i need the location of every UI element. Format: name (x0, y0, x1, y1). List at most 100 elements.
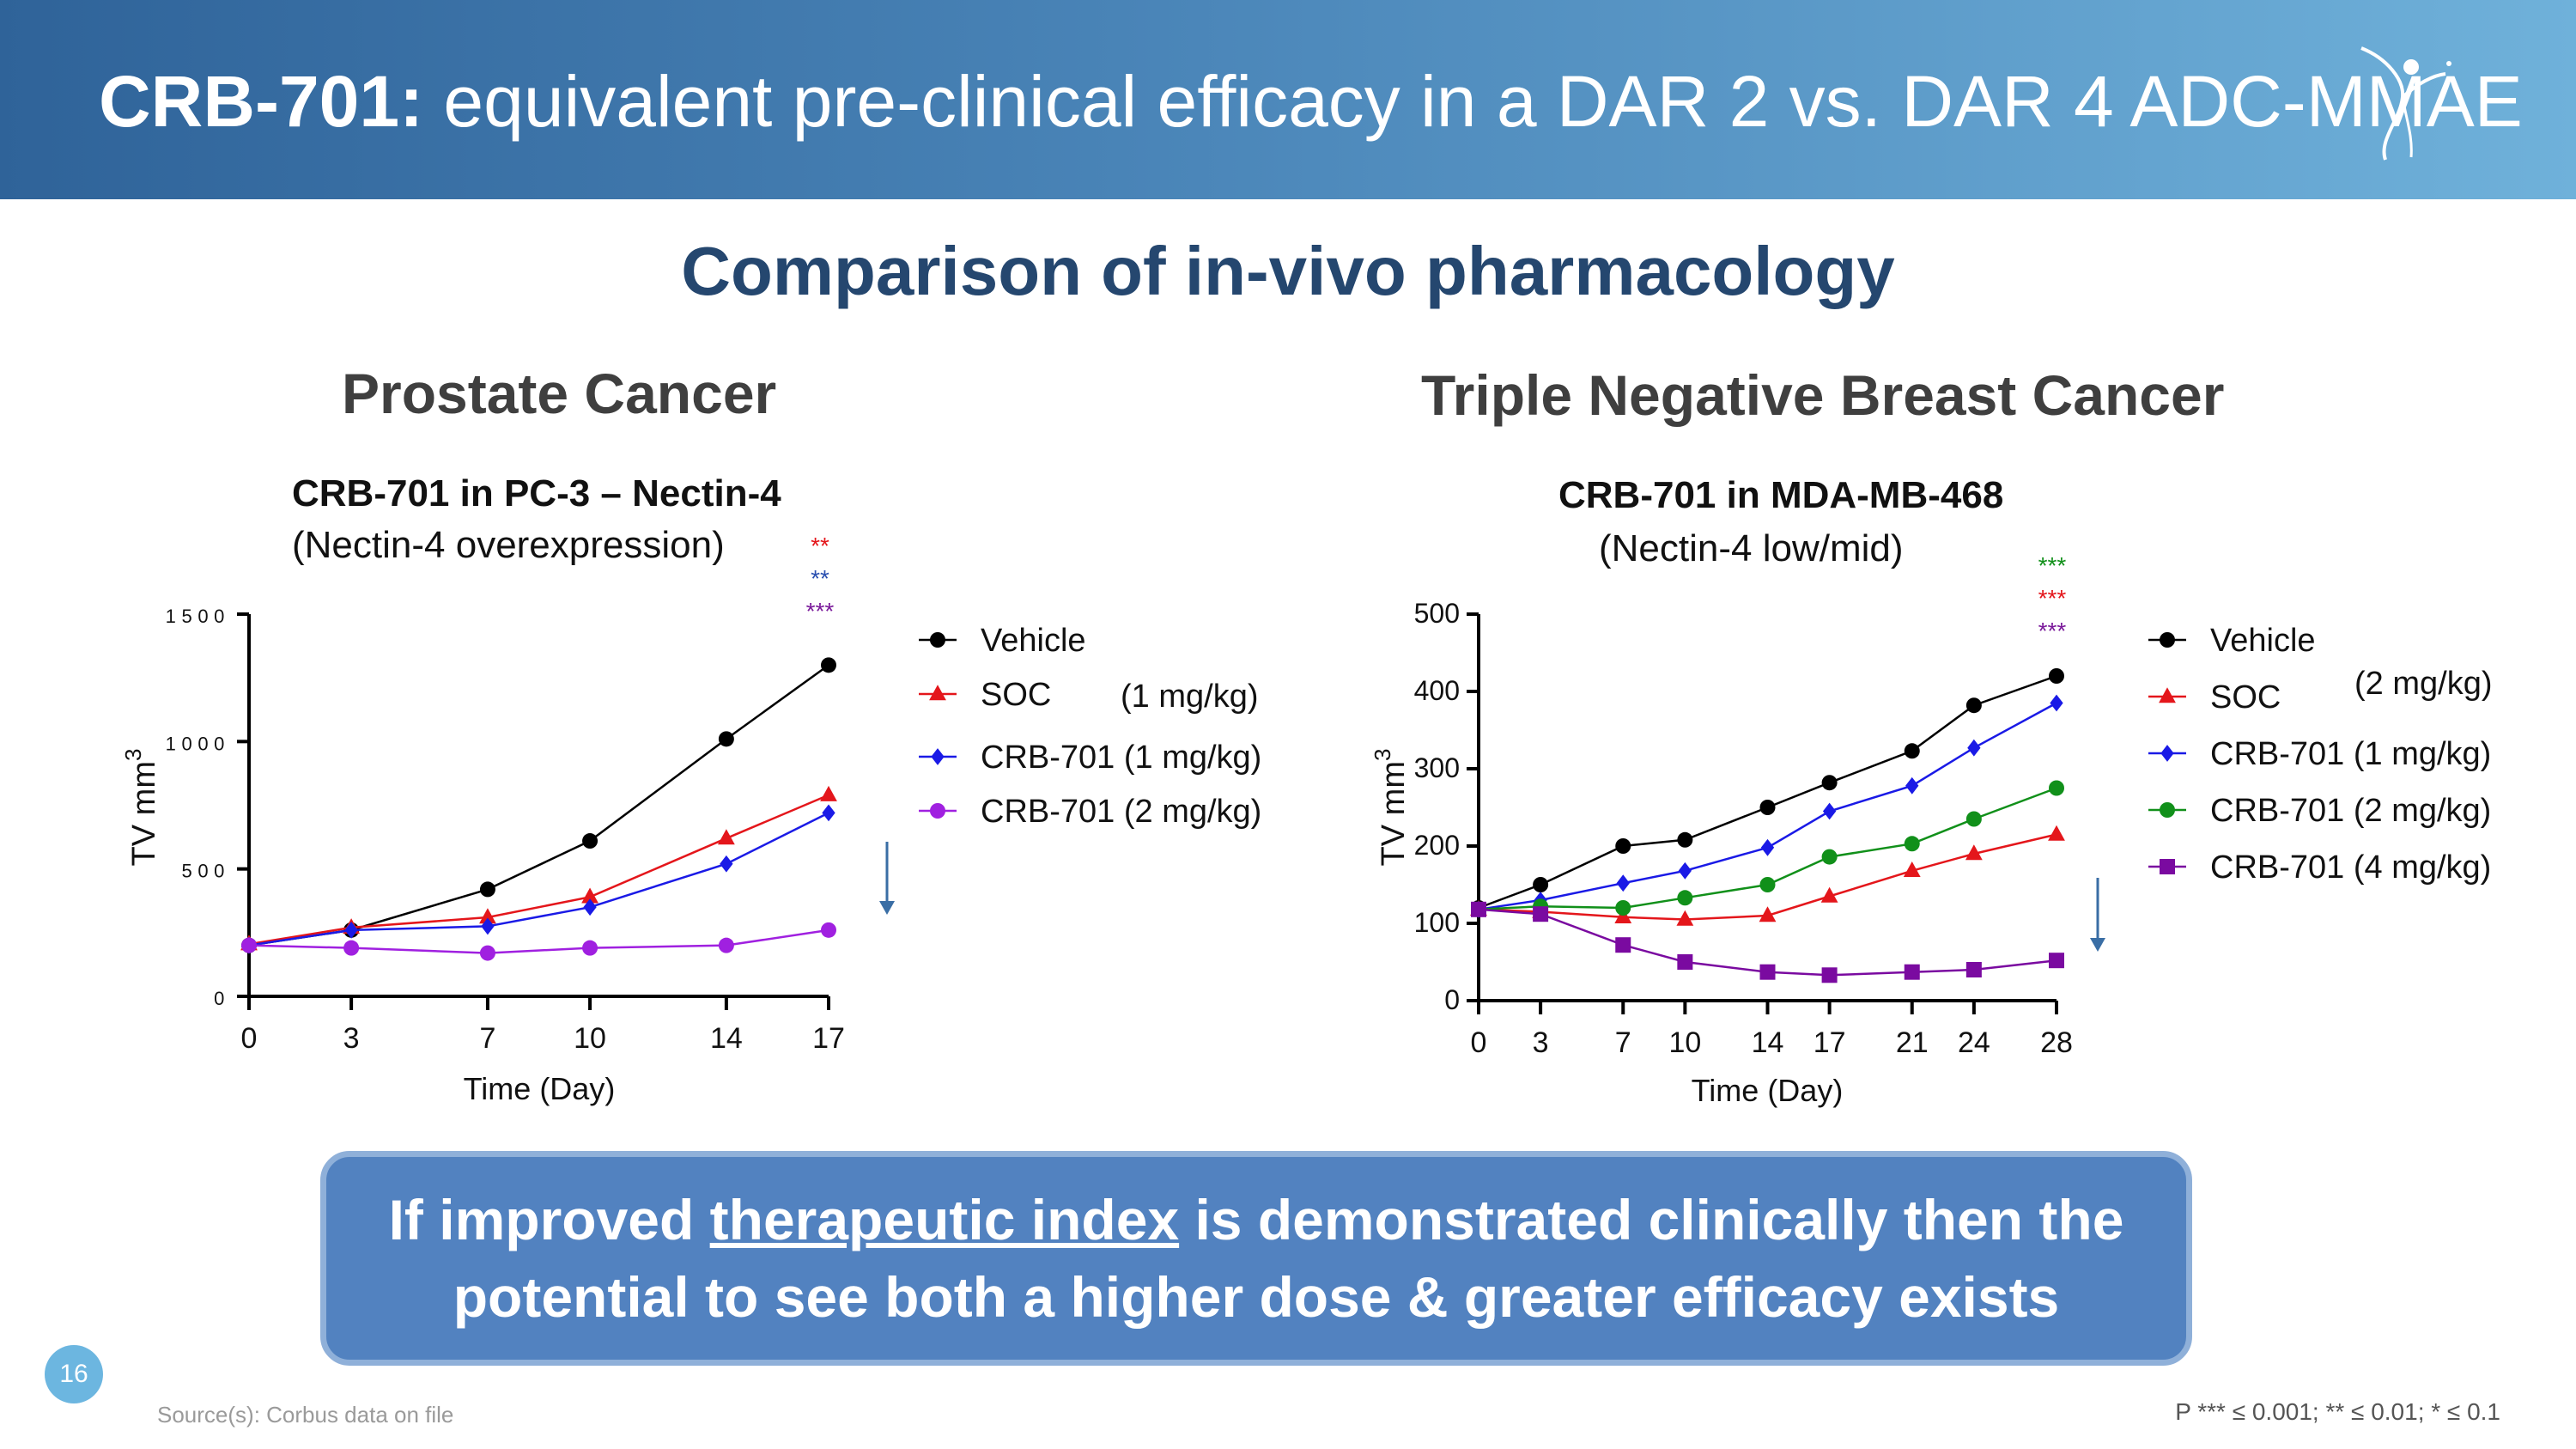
chart1-data-point (717, 829, 735, 845)
chart1-y-axis-label: TV mm3 (120, 749, 162, 867)
chart2-legend-label: SOC (2210, 679, 2281, 715)
chart2-data-point (1759, 906, 1777, 922)
chart2-data-point (1965, 697, 1982, 714)
chart1-data-point (821, 922, 836, 938)
chart2-data-point (1676, 910, 1694, 926)
chart2-data-point (1904, 964, 1920, 980)
chart2-data-point (1677, 831, 1693, 848)
chart1-data-point (479, 881, 495, 898)
chart2-x-tick-label: 21 (1896, 1026, 1929, 1059)
chart1-y-tick-label: 1500 (166, 606, 230, 627)
chart1-legend-annotation: (1 mg/kg) (1121, 679, 1258, 715)
chart2-data-point (1904, 743, 1920, 759)
chart2-data-point (1822, 802, 1837, 820)
chart2-x-axis-label: Time (Day) (1692, 1073, 1844, 1108)
chart1-legend-label: Vehicle (981, 623, 1086, 659)
chart2-data-point (1965, 962, 1982, 977)
chart1-legend-marker (930, 803, 945, 819)
chart1-title: CRB-701 in PC-3 – Nectin-4 (292, 472, 781, 514)
chart2-subtitle: (Nectin-4 low/mid) (1599, 527, 1904, 569)
chart2-data-point (1903, 861, 1921, 877)
chart2-legend-marker (2160, 859, 2175, 874)
chart2-y-tick-label: 400 (1414, 675, 1460, 706)
chart2-data-point (1904, 836, 1920, 852)
chart1-series-line-2 (248, 812, 829, 947)
chart1-legend-marker (930, 632, 945, 648)
chart2-significance-marker: *** (2038, 552, 2067, 579)
chart1-data-point (344, 921, 358, 939)
chart2-y-tick-label: 300 (1414, 752, 1460, 783)
chart2-data-point (1965, 844, 1983, 861)
chart1-x-tick-label: 7 (479, 1022, 495, 1055)
chart1-arrow-head-icon (879, 901, 895, 915)
chart1-legend-label: CRB-701 (1 mg/kg) (981, 740, 1261, 776)
chart2-data-point (1615, 937, 1631, 953)
chart2-data-point (1967, 739, 1981, 757)
pvalue-legend: P *** ≤ 0.001; ** ≤ 0.01; * ≤ 0.1 (2175, 1398, 2500, 1425)
callout-box: If improved therapeutic index is demonst… (320, 1151, 2192, 1366)
chart2-data-point (1533, 906, 1549, 922)
chart1-data-point (479, 908, 496, 924)
chart2-legend-label: CRB-701 (2 mg/kg) (2210, 793, 2491, 829)
chart1-data-point (343, 940, 360, 956)
chart2-y-tick-label: 0 (1444, 984, 1460, 1015)
chart2-legend-marker (2159, 687, 2176, 703)
chart2-legend-marker (2160, 632, 2175, 648)
chart2-x-tick-label: 7 (1615, 1026, 1631, 1059)
chart1-data-point (479, 945, 495, 961)
chart1-y-tick-label: 1000 (166, 733, 230, 754)
section-title-prostate: Prostate Cancer (342, 362, 777, 425)
chart1-series-line-3 (248, 928, 829, 954)
header-banner: CRB-701: equivalent pre-clinical efficac… (0, 0, 2576, 199)
chart2-data-point (1615, 838, 1631, 854)
chart1-y-tick-label: 0 (214, 988, 230, 1009)
section-title-tnbc: Triple Negative Breast Cancer (1421, 363, 2225, 427)
chart1-data-point (583, 898, 597, 916)
callout-link-therapeutic-index[interactable]: therapeutic index (709, 1188, 1180, 1251)
chart1-series-line-0 (248, 664, 829, 947)
chart1-x-tick-label: 17 (812, 1022, 845, 1055)
chart2-x-tick-label: 3 (1533, 1026, 1549, 1059)
chart1-series-line-1 (248, 794, 829, 946)
chart2-x-tick-label: 10 (1668, 1026, 1701, 1059)
chart2-data-point (2049, 953, 2064, 969)
chart2-legend-label: Vehicle (2210, 623, 2316, 659)
chart2-arrow-head-icon (2090, 938, 2105, 952)
chart1-significance-marker: ** (811, 565, 829, 592)
chart2-data-point (1760, 838, 1775, 856)
page-number: 16 (45, 1345, 103, 1403)
chart2-data-point (1533, 877, 1549, 892)
chart2-data-point (1759, 877, 1776, 892)
callout-line1-pre: If improved (388, 1188, 710, 1251)
chart1-significance-marker: ** (811, 533, 829, 559)
chart2-data-point (1616, 874, 1630, 892)
chart1-legend-label: SOC (981, 677, 1051, 713)
chart1-data-point (582, 940, 598, 956)
chart2-x-tick-label: 28 (2040, 1026, 2073, 1059)
chart2-data-point (1821, 775, 1838, 791)
chart2-data-point (1677, 954, 1693, 970)
chart1-significance-marker: *** (806, 598, 835, 624)
chart1-data-point (481, 917, 495, 935)
chart1-data-point (718, 731, 734, 747)
chart2-y-tick-label: 200 (1414, 830, 1460, 861)
chart1-data-point (241, 937, 257, 953)
chart2-legend-annotation: (2 mg/kg) (2354, 666, 2492, 702)
chart2-x-tick-label: 14 (1752, 1026, 1784, 1059)
chart1-y-tick-label: 500 (181, 861, 230, 882)
callout-line1-post: is demonstrated clinically then the (1179, 1188, 2124, 1251)
chart2-data-point (1759, 800, 1776, 815)
chart2-data-point (2049, 668, 2064, 684)
chart2-x-tick-label: 17 (1814, 1026, 1846, 1059)
chart2-data-point (2050, 694, 2063, 712)
chart1-data-point (581, 887, 598, 904)
slide-title-rest: equivalent pre-clinical efficacy in a DA… (423, 61, 2523, 142)
main-title: Comparison of in-vivo pharmacology (681, 233, 1895, 309)
chart2-data-point (1678, 861, 1692, 880)
chart1-legend-label: CRB-701 (2 mg/kg) (981, 794, 1261, 830)
chart1-legend-marker (929, 685, 946, 701)
chart1-x-tick-label: 14 (710, 1022, 743, 1055)
chart1-data-point (582, 833, 598, 849)
chart2-legend-marker (2160, 745, 2174, 762)
